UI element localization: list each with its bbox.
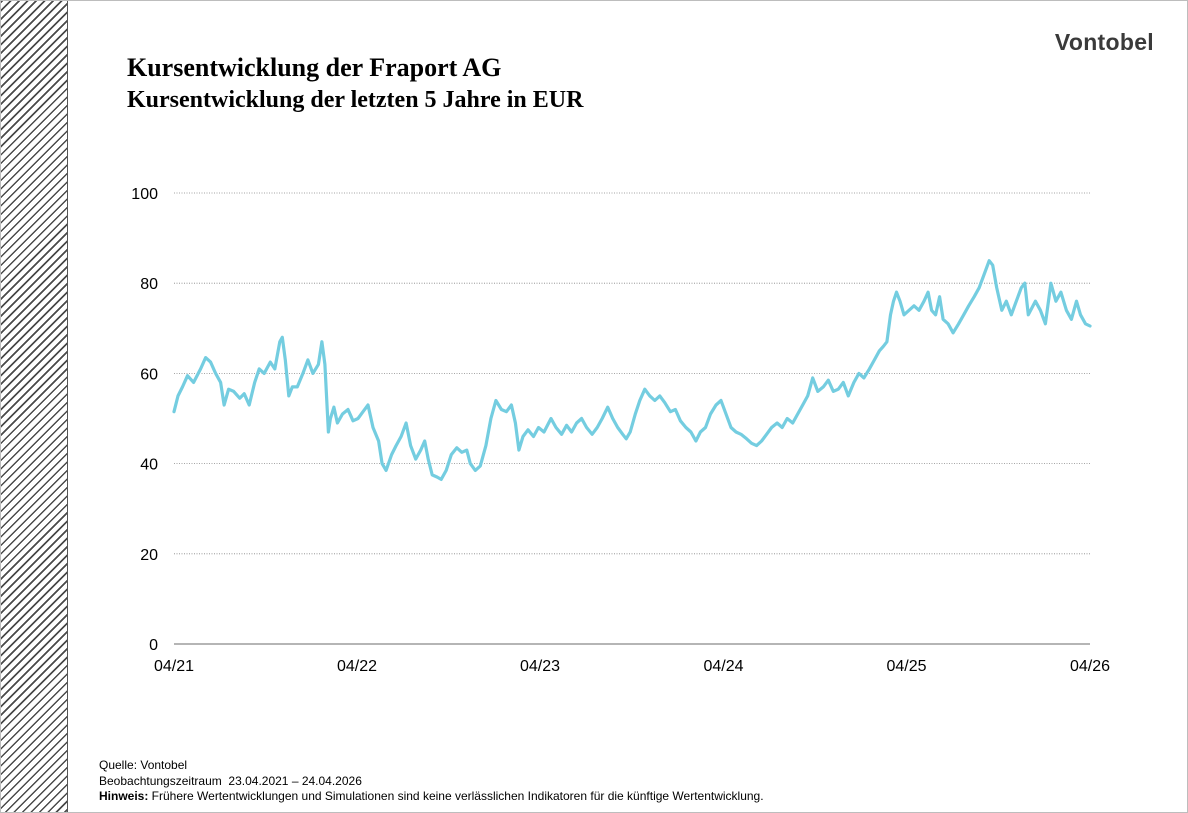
y-tick-label: 80 [140, 276, 158, 293]
chart-subtitle: Kursentwicklung der letzten 5 Jahre in E… [127, 87, 584, 113]
x-tick-label: 04/22 [337, 658, 377, 675]
footer-note: Hinweis: Frühere Wertentwicklungen und S… [99, 789, 764, 805]
y-tick-label: 0 [149, 637, 158, 654]
y-tick-label: 60 [140, 366, 158, 383]
x-tick-label: 04/25 [886, 658, 926, 675]
footer-note-text: Frühere Wertentwicklungen und Simulation… [148, 789, 764, 803]
y-tick-label: 40 [140, 457, 158, 474]
price-line [172, 259, 1092, 481]
x-tick-label: 04/21 [154, 658, 194, 675]
chart-title: Kursentwicklung der Fraport AG [127, 53, 502, 82]
price-chart: 0 20 40 60 80 100 04/21 04/22 04/23 04/24 04/25 04/… [131, 186, 1110, 675]
y-tick-label: 100 [131, 186, 158, 203]
footer-period-label: Beobachtungszeitraum [99, 773, 222, 788]
footer-period-value: 23.04.2021 – 24.04.2026 [228, 773, 362, 788]
vontobel-logo: Vontobel [1054, 29, 1154, 55]
x-tick-label: 04/24 [703, 658, 743, 675]
footer: Quelle: Vontobel Beobachtungszeitraum 23… [99, 758, 764, 805]
x-tick-label: 04/23 [520, 658, 560, 675]
footer-source: Quelle: Vontobel [99, 758, 188, 772]
x-tick-label: 04/26 [1070, 658, 1110, 675]
hatched-side-band [1, 1, 68, 812]
footer-note-label: Hinweis: [99, 789, 149, 803]
y-tick-label: 20 [140, 547, 158, 564]
footer-period: Beobachtungszeitraum 23.04.2021 – 24.04.… [99, 774, 764, 790]
